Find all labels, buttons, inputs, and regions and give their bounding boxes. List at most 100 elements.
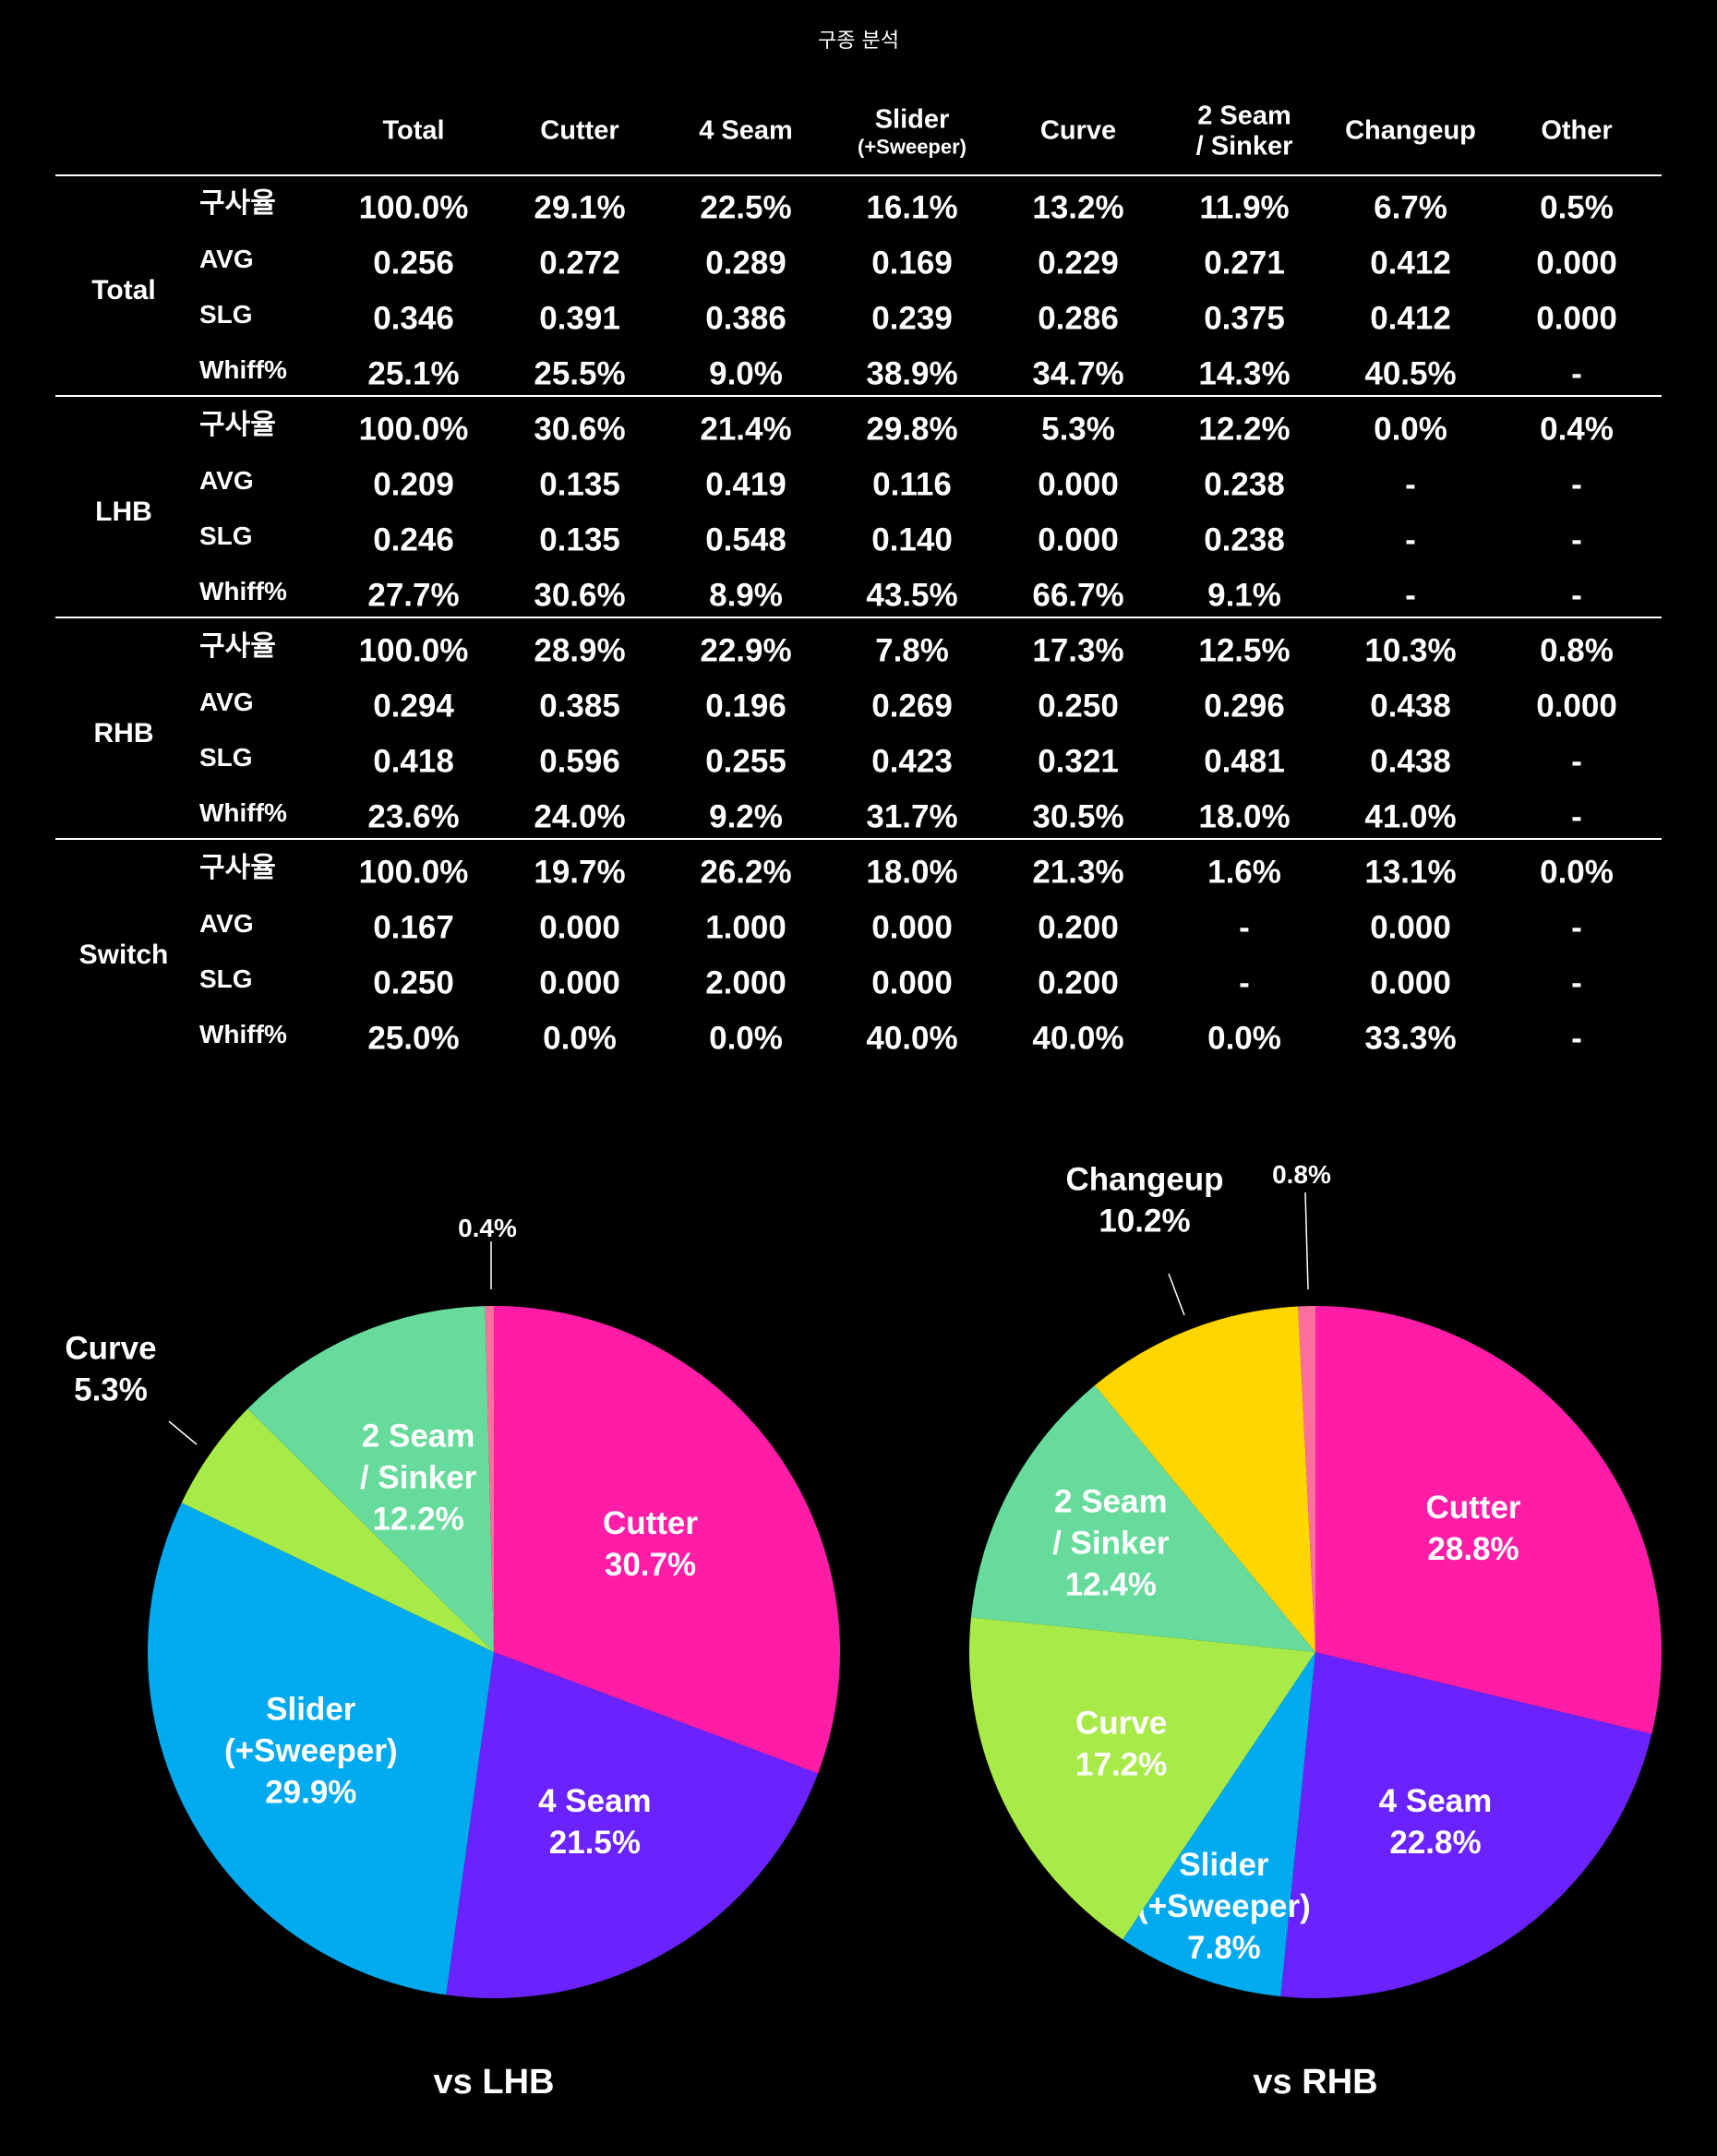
slice-label: Cutter 30.7% bbox=[603, 1505, 698, 1583]
table-cell: 9.2% bbox=[709, 798, 783, 835]
table-cell: 0.0% bbox=[1207, 1020, 1281, 1057]
table-cell: - bbox=[1405, 466, 1416, 503]
slice-label-line: 7.8% bbox=[1187, 1930, 1261, 1966]
column-header-label: Cutter bbox=[540, 115, 619, 146]
table-cell: 1.000 bbox=[705, 909, 786, 946]
table-cell: 0.286 bbox=[1038, 300, 1119, 337]
table-cell: 0.412 bbox=[1370, 300, 1451, 337]
slice-label: 2 Seam / Sinker 12.4% bbox=[1052, 1484, 1170, 1603]
table-cell: 0.250 bbox=[373, 964, 454, 1001]
table-cell: 100.0% bbox=[358, 854, 469, 891]
slice-label: Slider (+Sweeper) 7.8% bbox=[1137, 1847, 1311, 1966]
table-cell: - bbox=[1571, 909, 1582, 946]
pie-slice bbox=[1280, 1652, 1652, 1998]
table-cell: 24.0% bbox=[534, 798, 626, 835]
table-cell: 0.289 bbox=[705, 245, 786, 281]
table-cell: 0.209 bbox=[373, 466, 454, 503]
table-cell: 19.7% bbox=[534, 854, 626, 891]
table-cell: 12.5% bbox=[1198, 632, 1291, 669]
slice-label: Changeup 10.2% bbox=[1065, 1162, 1223, 1240]
slice-label-line: Curve bbox=[1075, 1705, 1167, 1741]
metric-label: 구사율 bbox=[199, 630, 276, 663]
table-cell: 0.169 bbox=[871, 245, 953, 281]
table-cell: 6.7% bbox=[1374, 189, 1447, 226]
slice-label-line: 0.4% bbox=[458, 1214, 517, 1242]
pie-slice bbox=[968, 1617, 1315, 1940]
leader-line bbox=[168, 1420, 198, 1445]
metric-label: SLG bbox=[199, 743, 253, 772]
group-label: Switch bbox=[78, 940, 169, 970]
table-cell: 0.418 bbox=[373, 743, 454, 780]
slice-label-line: Slider bbox=[266, 1692, 356, 1728]
leader-line bbox=[1168, 1273, 1185, 1316]
pie-slice bbox=[247, 1306, 494, 1652]
table-cell: 0.419 bbox=[705, 466, 786, 503]
pie-slice bbox=[970, 1385, 1315, 1652]
slice-label-line: (+Sweeper) bbox=[224, 1733, 398, 1769]
pie-slice bbox=[1315, 1306, 1662, 1734]
metric-label: SLG bbox=[199, 300, 253, 329]
slice-label-line: 30.7% bbox=[605, 1547, 696, 1583]
metric-label: Whiff% bbox=[199, 355, 287, 384]
slice-label: 0.4% bbox=[458, 1214, 517, 1242]
table-cell: 8.9% bbox=[709, 577, 783, 614]
slice-label-line: Cutter bbox=[1425, 1490, 1520, 1526]
table-cell: - bbox=[1571, 521, 1582, 558]
table-cell: 30.5% bbox=[1032, 798, 1124, 835]
slice-label-line: 29.9% bbox=[265, 1775, 356, 1811]
table-cell: 0.196 bbox=[705, 688, 786, 725]
group-divider bbox=[55, 617, 1662, 618]
table-cell: 7.8% bbox=[875, 632, 949, 669]
table-cell: 100.0% bbox=[358, 189, 469, 226]
column-header-label: Total bbox=[382, 115, 445, 146]
table-cell: 0.0% bbox=[709, 1020, 783, 1057]
table-cell: - bbox=[1571, 466, 1582, 503]
pie-title: vs LHB bbox=[433, 2063, 555, 2102]
slice-label-line: 22.8% bbox=[1389, 1825, 1481, 1861]
metric-label: SLG bbox=[199, 964, 253, 993]
table-cell: 0.438 bbox=[1370, 743, 1451, 780]
table-cell: 0.4% bbox=[1540, 411, 1614, 448]
table-cell: 0.269 bbox=[871, 688, 953, 725]
table-cell: 0.000 bbox=[871, 964, 953, 1001]
pie-slice bbox=[485, 1306, 494, 1652]
pie-slice bbox=[181, 1408, 494, 1652]
table-cell: 40.0% bbox=[866, 1020, 958, 1057]
table-cell: 0.5% bbox=[1540, 189, 1614, 226]
metric-label: AVG bbox=[199, 909, 254, 938]
table-cell: 21.4% bbox=[700, 411, 792, 448]
slice-label-line: 2 Seam bbox=[362, 1419, 475, 1455]
slice-label: 2 Seam / Sinker 12.2% bbox=[360, 1419, 477, 1538]
slice-label-line: 17.2% bbox=[1075, 1746, 1167, 1782]
column-header: Cutter bbox=[540, 115, 618, 148]
slice-label-line: Curve bbox=[65, 1331, 156, 1367]
table-cell: 1.6% bbox=[1207, 854, 1281, 891]
table-cell: 0.271 bbox=[1204, 245, 1285, 281]
slice-label: 4 Seam 22.8% bbox=[1379, 1783, 1493, 1861]
table-cell: 26.2% bbox=[700, 854, 792, 891]
pie-slice bbox=[1298, 1306, 1315, 1652]
group-label: RHB bbox=[93, 718, 154, 749]
table-cell: 0.000 bbox=[1536, 245, 1617, 281]
slice-label: Slider (+Sweeper) 29.9% bbox=[224, 1692, 398, 1811]
table-cell: 0.272 bbox=[539, 245, 620, 281]
table-cell: 30.6% bbox=[534, 577, 626, 614]
table-cell: 0.250 bbox=[1038, 688, 1119, 725]
metric-label: AVG bbox=[199, 466, 254, 495]
table-cell: 0.000 bbox=[871, 909, 953, 946]
metric-label: Whiff% bbox=[199, 1020, 287, 1048]
column-header: 2 Seam / Sinker bbox=[1196, 101, 1293, 162]
table-cell: 13.2% bbox=[1032, 189, 1124, 226]
table-cell: 0.412 bbox=[1370, 245, 1451, 281]
table-cell: 2.000 bbox=[705, 964, 786, 1001]
slice-label: Curve 5.3% bbox=[65, 1331, 156, 1408]
metric-label: 구사율 bbox=[199, 187, 276, 220]
slice-label-line: 12.2% bbox=[372, 1502, 463, 1538]
table-cell: 27.7% bbox=[367, 577, 460, 614]
table-cell: 21.3% bbox=[1032, 854, 1124, 891]
column-header: Slider (+Sweeper) bbox=[858, 104, 967, 159]
slice-label-line: 12.4% bbox=[1065, 1567, 1157, 1603]
slice-label-line: Changeup bbox=[1065, 1162, 1223, 1198]
table-cell: 0.000 bbox=[539, 964, 620, 1001]
slice-label-line: / Sinker bbox=[360, 1460, 477, 1496]
